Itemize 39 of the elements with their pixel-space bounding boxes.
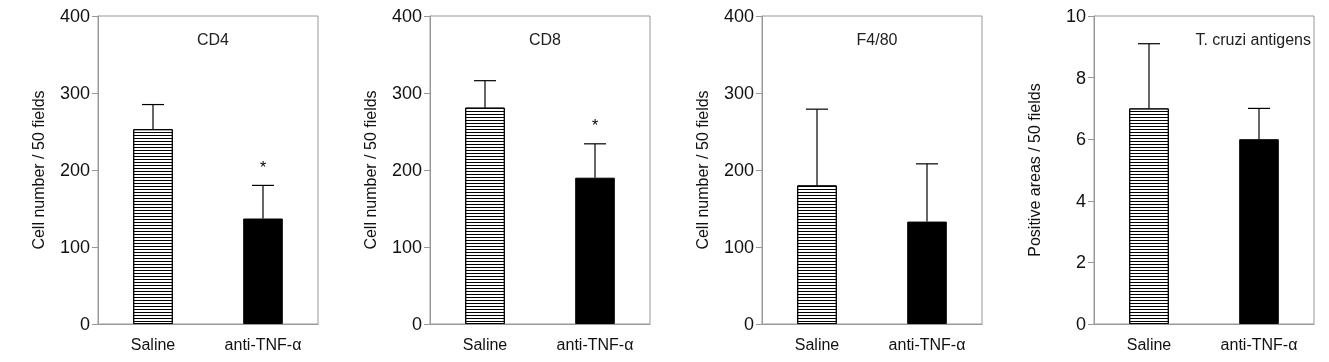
y-tick-label: 10 (1065, 6, 1086, 26)
x-tick-label: Saline (794, 335, 840, 353)
y-tick-label: 300 (59, 83, 90, 103)
y-axis-title: Cell number / 50 fields (29, 90, 47, 250)
y-tick-label: 100 (59, 237, 90, 257)
x-tick-label: Saline (462, 335, 508, 353)
y-tick-label: 0 (79, 314, 90, 334)
y-tick-label: 300 (723, 83, 754, 103)
text: CD4 (196, 30, 230, 48)
y-tick-label: 100 (723, 237, 754, 257)
y-tick-label: 200 (59, 160, 90, 180)
y-tick-label: 0 (411, 314, 422, 334)
y-tick-label: 300 (391, 83, 422, 103)
y-tick-label: 400 (59, 6, 90, 26)
x-tick-label: anti-TNF-α (1220, 335, 1298, 353)
x-tick-label: anti-TNF-α (556, 335, 634, 353)
x-tick-label: Saline (130, 335, 176, 353)
text: CD8 (528, 30, 562, 48)
text: F4/80 (856, 30, 898, 48)
annotation: * (259, 158, 267, 176)
text: T. cruzi antigens (1195, 30, 1311, 48)
y-tick-label: 4 (1075, 190, 1086, 211)
y-tick-label: 6 (1075, 129, 1086, 150)
y-tick-label: 200 (723, 160, 754, 180)
y-tick-label: 200 (391, 160, 422, 180)
y-tick-label: 2 (1075, 252, 1086, 273)
x-tick-label: anti-TNF-α (224, 335, 302, 353)
y-axis-title: Positive areas / 50 fields (1025, 83, 1043, 257)
annotation: * (591, 117, 599, 135)
y-axis-title: Cell number / 50 fields (693, 90, 711, 250)
y-axis-title: Cell number / 50 fields (361, 90, 379, 250)
x-tick-label: Saline (1126, 335, 1172, 353)
y-tick-label: 100 (391, 237, 422, 257)
y-tick-label: 8 (1075, 67, 1086, 88)
x-tick-label: anti-TNF-α (888, 335, 966, 353)
y-tick-label: 0 (743, 314, 754, 334)
y-tick-label: 400 (391, 6, 422, 26)
y-tick-label: 0 (1075, 314, 1086, 334)
y-tick-label: 400 (723, 6, 754, 26)
